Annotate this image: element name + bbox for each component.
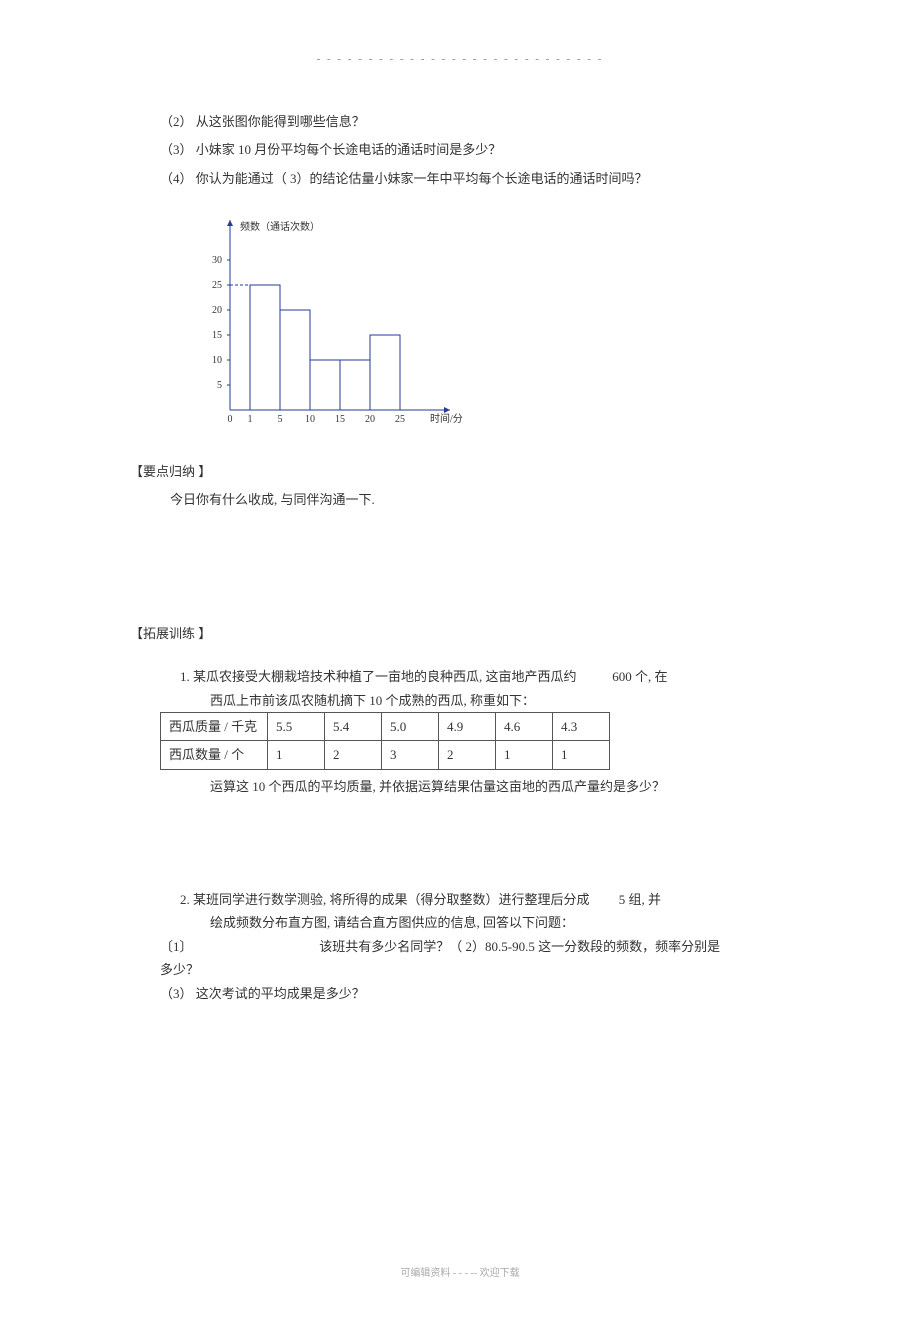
- problem-2-tail: 组, 并: [629, 892, 662, 907]
- table-cell: 3: [382, 741, 439, 769]
- xtick-10: 10: [305, 414, 315, 425]
- xtick-20: 20: [365, 414, 375, 425]
- ytick-15: 15: [212, 330, 222, 341]
- table-row: 西瓜质量 / 千克 5.5 5.4 5.0 4.9 4.6 4.3: [161, 712, 610, 740]
- xtick-5: 5: [278, 414, 283, 425]
- table-cell: 2: [439, 741, 496, 769]
- page-header-dashes: - - - - - - - - - - - - - - - - - - - - …: [130, 50, 790, 70]
- problem-1: 1. 某瓜农接受大棚栽培技术种植了一亩地的良种西瓜, 这亩地产西瓜约 600 个…: [180, 665, 790, 688]
- xtick-1: 1: [248, 414, 253, 425]
- table-cell: 1: [553, 741, 610, 769]
- problem-2-sub1-b: 该班共有多少名同学？（ 2）80.5-90.5 这一分数段的频数，频率分别是: [319, 939, 720, 954]
- xtick-25: 25: [395, 414, 405, 425]
- ytick-20: 20: [212, 305, 222, 316]
- table-cell: 4.3: [553, 712, 610, 740]
- ytick-5: 5: [217, 380, 222, 391]
- ytick-10: 10: [212, 355, 222, 366]
- table-cell: 5.4: [325, 712, 382, 740]
- question-2: （2） 从这张图你能得到哪些信息？: [160, 110, 790, 133]
- watermelon-table: 西瓜质量 / 千克 5.5 5.4 5.0 4.9 4.6 4.3 西瓜数量 /…: [160, 712, 610, 770]
- problem-1-question: 运算这 10 个西瓜的平均质量, 并依据运算结果估量这亩地的西瓜产量约是多少？: [210, 775, 790, 798]
- section-extension-heading: 【拓展训练 】: [130, 622, 790, 645]
- chart-ylabel: 频数（通话次数）: [240, 220, 320, 233]
- table-header-mass: 西瓜质量 / 千克: [161, 712, 268, 740]
- question-4: （4） 你认为能通过（ 3）的结论估量小妹家一年中平均每个长途电话的通话时间吗？: [160, 167, 790, 190]
- table-cell: 1: [496, 741, 553, 769]
- table-cell: 4.9: [439, 712, 496, 740]
- ytick-25: 25: [212, 280, 222, 291]
- problem-2-sub1-c: 多少？: [160, 958, 790, 981]
- xtick-15: 15: [335, 414, 345, 425]
- problem-2: 2. 某班同学进行数学测验, 将所得的成果（得分取整数）进行整理后分成 5 组,…: [180, 888, 790, 911]
- problem-2-sub1: 〔1〕 该班共有多少名同学？（ 2）80.5-90.5 这一分数段的频数，频率分…: [160, 935, 790, 958]
- table-cell: 2: [325, 741, 382, 769]
- chart-xlabel: 时间/分: [430, 412, 463, 425]
- problem-1-line2: 西瓜上市前该瓜农随机摘下 10 个成熟的西瓜, 称重如下：: [210, 689, 790, 712]
- table-cell: 5.0: [382, 712, 439, 740]
- ytick-30: 30: [212, 255, 222, 266]
- table-row: 西瓜数量 / 个 1 2 3 2 1 1: [161, 741, 610, 769]
- page-footer: 可编辑资料 - - - -- 欢迎下载: [130, 1265, 790, 1283]
- table-cell: 1: [268, 741, 325, 769]
- table-cell: 4.6: [496, 712, 553, 740]
- problem-1-tail: 个, 在: [635, 669, 668, 684]
- table-cell: 5.5: [268, 712, 325, 740]
- xtick-0: 0: [228, 414, 233, 425]
- problem-1-num: 600: [612, 669, 632, 684]
- problem-1-pre: 1. 某瓜农接受大棚栽培技术种植了一亩地的良种西瓜, 这亩地产西瓜约: [180, 669, 577, 684]
- question-3: （3） 小妹家 10 月份平均每个长途电话的通话时间是多少？: [160, 138, 790, 161]
- problem-2-sub1-a: 〔1〕: [160, 939, 193, 954]
- section-summary-heading: 【要点归纳 】: [130, 460, 790, 483]
- section-summary-text: 今日你有什么收成, 与同伴沟通一下.: [170, 488, 790, 511]
- problem-2-sub3: （3） 这次考试的平均成果是多少？: [160, 982, 790, 1005]
- table-header-count: 西瓜数量 / 个: [161, 741, 268, 769]
- problem-2-pre: 2. 某班同学进行数学测验, 将所得的成果（得分取整数）进行整理后分成: [180, 892, 590, 907]
- histogram-chart: 5 10 15 20 25 30 0 1 5 10 15 20 25 频数（通话…: [200, 210, 790, 430]
- problem-2-line2: 绘成频数分布直方图, 请结合直方图供应的信息, 回答以下问题：: [210, 911, 790, 934]
- problem-2-num: 5: [619, 892, 626, 907]
